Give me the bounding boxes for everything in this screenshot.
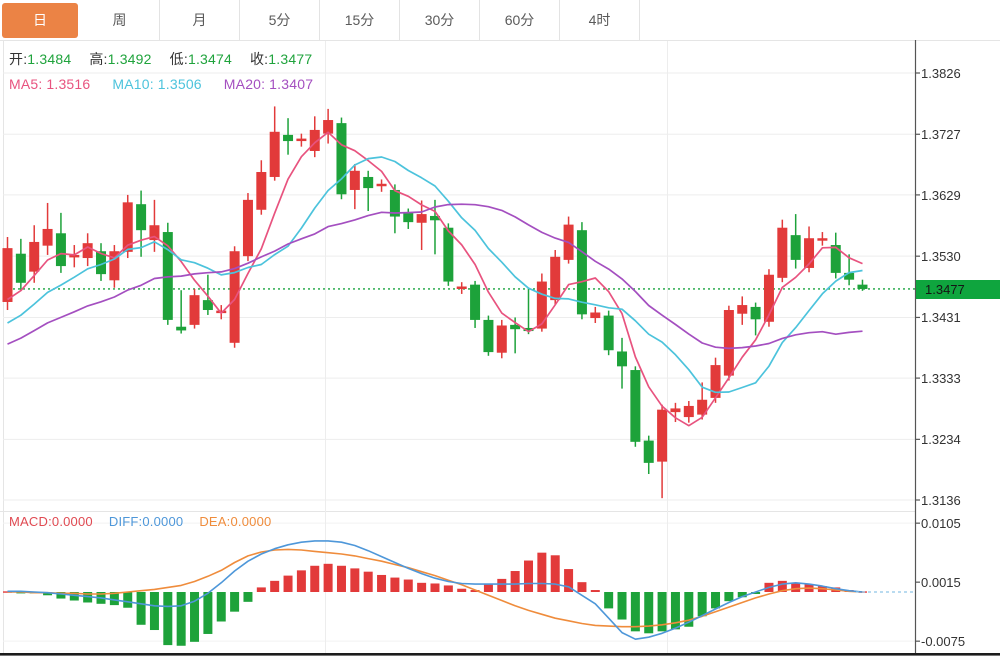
ohlc-low: 低:1.3474: [169, 51, 232, 67]
ma10-value: MA10: 1.3506: [112, 76, 202, 92]
price-tick-label: 1.3234: [921, 432, 961, 447]
ohlc-open: 开:1.3484: [9, 51, 72, 67]
ohlc-close: 收:1.3477: [249, 51, 313, 67]
ma20-value: MA20: 1.3407: [223, 76, 314, 92]
price-tick-label: 1.3136: [921, 493, 961, 508]
tab-month[interactable]: 月: [160, 0, 240, 40]
price-tick-label: 1.3727: [921, 127, 961, 142]
tab-week[interactable]: 周: [80, 0, 160, 40]
macd-tick-label: -0.0075: [921, 634, 966, 649]
price-tick-label: 1.3431: [921, 310, 961, 325]
tab-15min[interactable]: 15分: [320, 0, 400, 40]
macd-tick-label: 0.0105: [921, 516, 961, 531]
macd-readout: MACD:0.0000 DIFF:0.0000 DEA:0.0000: [9, 514, 271, 529]
diff-value: DIFF:0.0000: [108, 514, 184, 529]
price-tick-label: 1.3629: [921, 188, 961, 203]
ma-readout: MA5: 1.3516 MA10: 1.3506 MA20: 1.3407: [9, 76, 313, 92]
ma5-value: MA5: 1.3516: [9, 76, 91, 92]
price-tick-label: 1.3333: [921, 371, 961, 386]
timeframe-tabs: 日 周 月 5分 15分 30分 60分 4时: [0, 0, 1000, 40]
macd-tick-label: 0.0015: [921, 575, 961, 590]
tab-day[interactable]: 日: [2, 3, 78, 38]
current-price-badge: 1.3477: [916, 280, 1000, 299]
ohlc-readout: 开:1.3484 高:1.3492 低:1.3474 收:1.3477: [9, 49, 312, 69]
price-tick-label: 1.3530: [921, 249, 961, 264]
tab-60min[interactable]: 60分: [480, 0, 560, 40]
tab-4hour[interactable]: 4时: [560, 0, 640, 40]
price-tick-label: 1.3826: [921, 66, 961, 81]
tab-5min[interactable]: 5分: [240, 0, 320, 40]
macd-value: MACD:0.0000: [9, 514, 93, 529]
ohlc-high: 高:1.3492: [89, 51, 152, 67]
dea-value: DEA:0.0000: [199, 514, 272, 529]
tab-30min[interactable]: 30分: [400, 0, 480, 40]
